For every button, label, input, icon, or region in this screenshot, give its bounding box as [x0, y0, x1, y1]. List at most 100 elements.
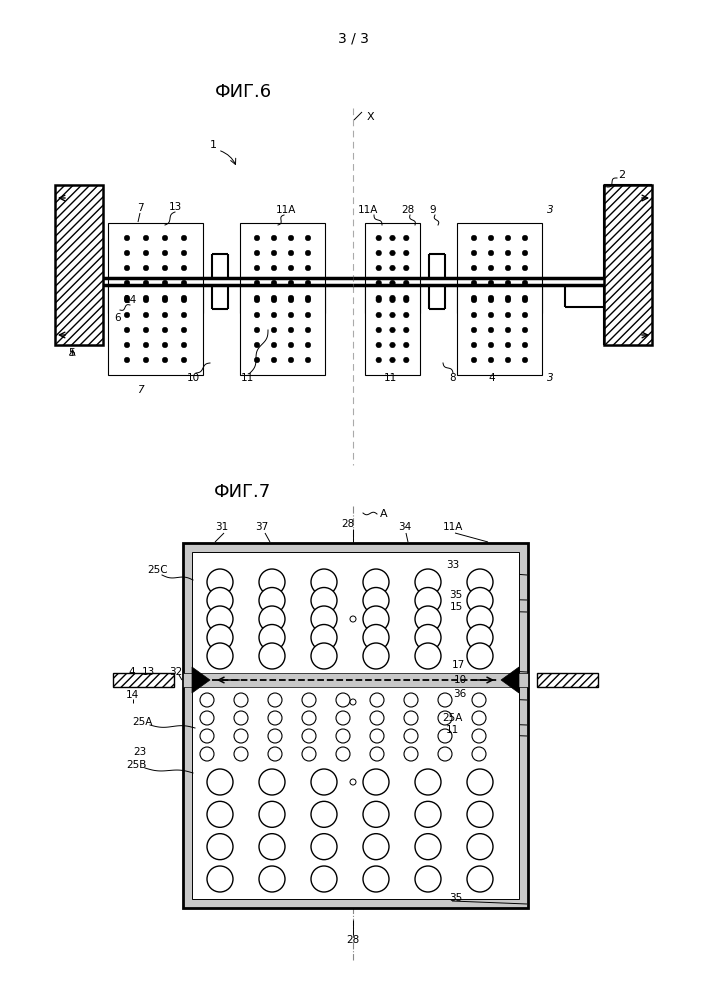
Text: 10: 10	[453, 675, 467, 685]
Circle shape	[124, 295, 130, 301]
Text: 32: 32	[170, 667, 182, 677]
Circle shape	[472, 747, 486, 761]
Circle shape	[471, 235, 477, 241]
Text: 1: 1	[209, 140, 216, 150]
Circle shape	[311, 834, 337, 860]
Circle shape	[467, 569, 493, 595]
Circle shape	[255, 295, 259, 301]
Circle shape	[124, 235, 130, 241]
Circle shape	[471, 265, 477, 271]
Circle shape	[376, 295, 382, 301]
Circle shape	[415, 643, 441, 669]
Text: 3: 3	[547, 373, 554, 383]
Circle shape	[522, 357, 528, 363]
Circle shape	[181, 342, 187, 348]
Circle shape	[363, 834, 389, 860]
Circle shape	[271, 265, 277, 271]
Circle shape	[288, 357, 294, 363]
Text: X: X	[366, 112, 374, 122]
Circle shape	[471, 250, 477, 256]
Circle shape	[350, 779, 356, 785]
Circle shape	[259, 834, 285, 860]
Circle shape	[404, 357, 409, 363]
Circle shape	[305, 235, 311, 241]
Circle shape	[255, 280, 259, 286]
Circle shape	[259, 769, 285, 795]
Circle shape	[404, 711, 418, 725]
Circle shape	[288, 250, 294, 256]
Circle shape	[472, 729, 486, 743]
Circle shape	[144, 235, 148, 241]
Text: 36: 36	[453, 689, 467, 699]
Text: 34: 34	[398, 522, 411, 532]
Circle shape	[506, 295, 510, 301]
Circle shape	[376, 312, 382, 318]
Text: A: A	[380, 509, 388, 519]
Circle shape	[162, 342, 168, 348]
Bar	[604, 185, 652, 345]
Circle shape	[404, 312, 409, 318]
Circle shape	[144, 342, 148, 348]
Circle shape	[415, 866, 441, 892]
Text: 25C: 25C	[148, 565, 168, 575]
Circle shape	[288, 265, 294, 271]
Circle shape	[305, 297, 311, 303]
Circle shape	[336, 693, 350, 707]
Circle shape	[268, 693, 282, 707]
Circle shape	[234, 693, 248, 707]
Circle shape	[207, 624, 233, 650]
Circle shape	[415, 834, 441, 860]
Circle shape	[363, 587, 389, 613]
Circle shape	[471, 342, 477, 348]
Circle shape	[522, 265, 528, 271]
Circle shape	[404, 250, 409, 256]
Circle shape	[438, 729, 452, 743]
Circle shape	[404, 747, 418, 761]
Circle shape	[404, 280, 409, 286]
Text: 3 / 3: 3 / 3	[337, 31, 368, 45]
Circle shape	[234, 711, 248, 725]
Circle shape	[506, 297, 510, 303]
Circle shape	[124, 280, 130, 286]
Text: 11A: 11A	[276, 205, 296, 215]
Circle shape	[363, 569, 389, 595]
Circle shape	[415, 624, 441, 650]
Bar	[240, 285, 325, 375]
Circle shape	[124, 250, 130, 256]
Text: 11: 11	[445, 725, 459, 735]
Circle shape	[207, 643, 233, 669]
Circle shape	[162, 297, 168, 303]
Circle shape	[370, 729, 384, 743]
Circle shape	[207, 834, 233, 860]
Circle shape	[336, 711, 350, 725]
Circle shape	[255, 265, 259, 271]
Circle shape	[438, 693, 452, 707]
Circle shape	[311, 587, 337, 613]
Text: 25A: 25A	[442, 713, 462, 723]
Circle shape	[471, 312, 477, 318]
Circle shape	[370, 711, 384, 725]
Circle shape	[162, 327, 168, 333]
Text: 17: 17	[451, 660, 464, 670]
Text: 13: 13	[168, 202, 182, 212]
Circle shape	[363, 643, 389, 669]
Text: ФИГ.7: ФИГ.7	[214, 483, 271, 501]
Circle shape	[415, 769, 441, 795]
Circle shape	[522, 342, 528, 348]
Circle shape	[271, 342, 277, 348]
Circle shape	[200, 747, 214, 761]
Circle shape	[207, 801, 233, 827]
Circle shape	[390, 295, 395, 301]
Circle shape	[467, 587, 493, 613]
Circle shape	[471, 357, 477, 363]
Circle shape	[181, 250, 187, 256]
Circle shape	[376, 235, 382, 241]
Bar	[365, 223, 420, 313]
Bar	[240, 223, 325, 313]
Circle shape	[363, 801, 389, 827]
Circle shape	[207, 587, 233, 613]
Circle shape	[376, 357, 382, 363]
Circle shape	[471, 297, 477, 303]
Circle shape	[144, 250, 148, 256]
Circle shape	[404, 297, 409, 303]
